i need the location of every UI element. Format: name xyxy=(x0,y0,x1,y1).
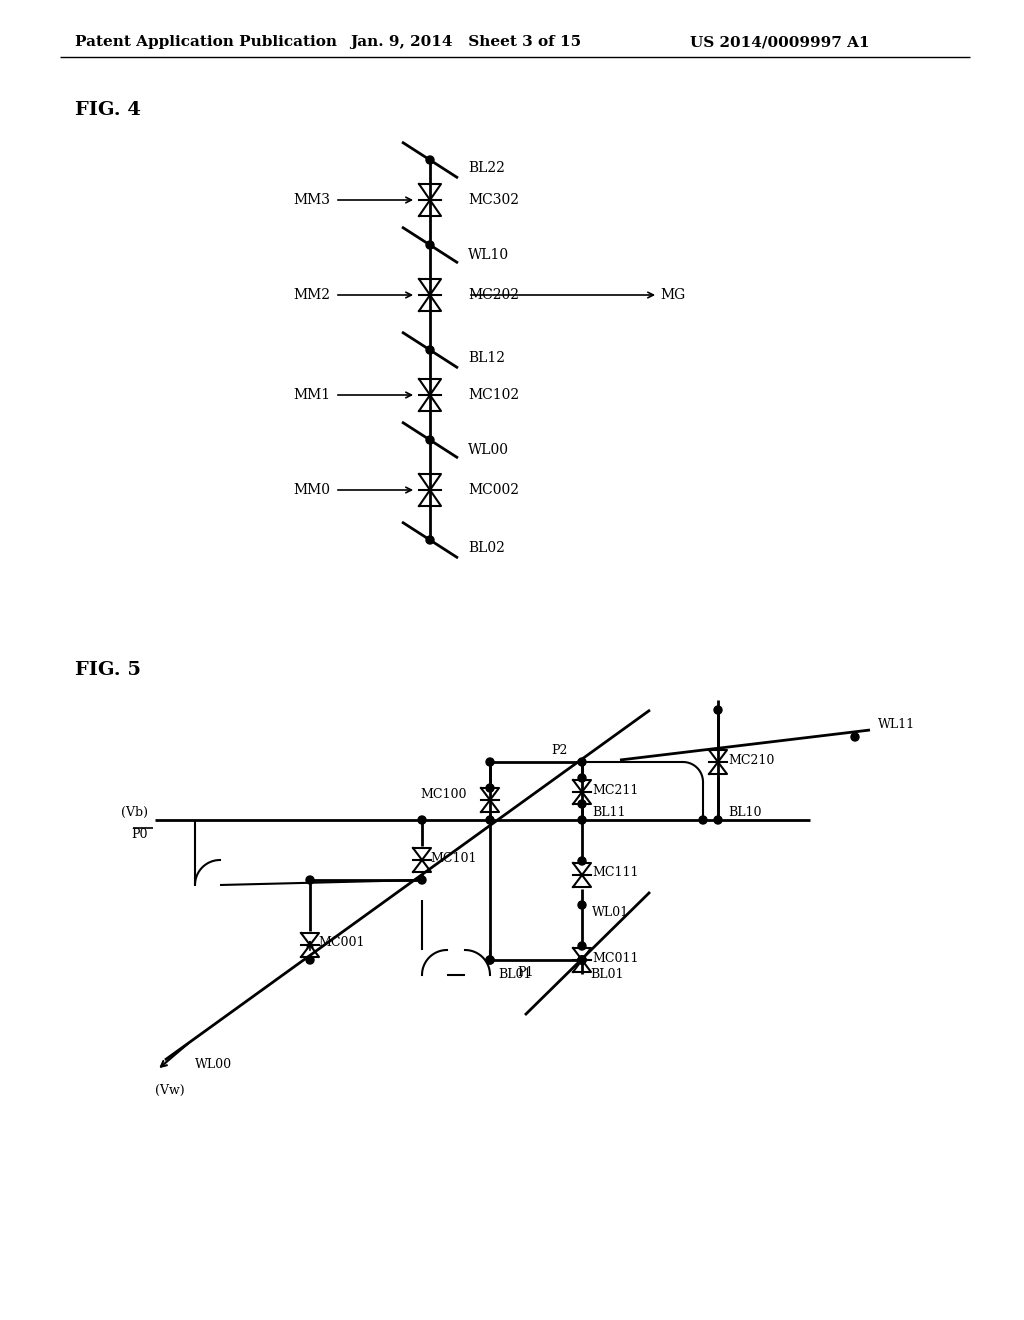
Text: P2: P2 xyxy=(551,743,567,756)
Text: MM0: MM0 xyxy=(293,483,330,498)
Circle shape xyxy=(714,706,722,714)
Text: MC011: MC011 xyxy=(592,952,639,965)
Circle shape xyxy=(851,733,859,741)
Text: BL11: BL11 xyxy=(592,805,626,818)
Circle shape xyxy=(486,758,494,766)
Text: BL01: BL01 xyxy=(590,969,624,982)
Text: FIG. 4: FIG. 4 xyxy=(75,102,141,119)
Circle shape xyxy=(426,156,434,164)
Circle shape xyxy=(578,774,586,781)
Circle shape xyxy=(306,956,314,964)
Circle shape xyxy=(426,436,434,444)
Text: MC100: MC100 xyxy=(420,788,467,801)
Text: BL02: BL02 xyxy=(468,541,505,554)
Text: MC302: MC302 xyxy=(468,193,519,207)
Text: WL01: WL01 xyxy=(592,906,629,919)
Circle shape xyxy=(426,242,434,249)
Text: MC111: MC111 xyxy=(592,866,639,879)
Text: P1: P1 xyxy=(518,965,535,978)
Text: MC002: MC002 xyxy=(468,483,519,498)
Text: MC210: MC210 xyxy=(728,754,774,767)
Text: MC211: MC211 xyxy=(592,784,638,796)
Text: MC102: MC102 xyxy=(468,388,519,403)
Circle shape xyxy=(714,816,722,824)
Circle shape xyxy=(486,956,494,964)
Text: MM2: MM2 xyxy=(293,288,330,302)
Circle shape xyxy=(306,876,314,884)
Text: BL22: BL22 xyxy=(468,161,505,176)
Text: MC001: MC001 xyxy=(318,936,365,949)
Text: Patent Application Publication: Patent Application Publication xyxy=(75,36,337,49)
Circle shape xyxy=(426,536,434,544)
Text: MM1: MM1 xyxy=(293,388,330,403)
Circle shape xyxy=(578,956,586,964)
Text: Jan. 9, 2014   Sheet 3 of 15: Jan. 9, 2014 Sheet 3 of 15 xyxy=(350,36,582,49)
Text: BL12: BL12 xyxy=(468,351,505,366)
Text: FIG. 5: FIG. 5 xyxy=(75,661,141,678)
Circle shape xyxy=(486,956,494,964)
Circle shape xyxy=(578,942,586,950)
Circle shape xyxy=(578,816,586,824)
Circle shape xyxy=(418,816,426,824)
Circle shape xyxy=(426,346,434,354)
Text: P0: P0 xyxy=(131,829,148,842)
Text: WL00: WL00 xyxy=(468,444,509,457)
Text: MM3: MM3 xyxy=(293,193,330,207)
Circle shape xyxy=(578,758,586,766)
Text: MC202: MC202 xyxy=(468,288,519,302)
Text: (Vw): (Vw) xyxy=(155,1084,184,1097)
Text: MG: MG xyxy=(660,288,685,302)
Text: (Vb): (Vb) xyxy=(121,805,148,818)
Circle shape xyxy=(418,876,426,884)
Text: US 2014/0009997 A1: US 2014/0009997 A1 xyxy=(690,36,869,49)
Circle shape xyxy=(486,784,494,792)
Text: BL10: BL10 xyxy=(728,805,762,818)
Circle shape xyxy=(486,816,494,824)
Circle shape xyxy=(578,956,586,964)
Circle shape xyxy=(699,816,707,824)
Text: WL00: WL00 xyxy=(195,1059,232,1072)
Text: MC101: MC101 xyxy=(430,851,476,865)
Circle shape xyxy=(578,857,586,865)
Text: BL01: BL01 xyxy=(498,969,531,982)
Circle shape xyxy=(578,902,586,909)
Circle shape xyxy=(578,956,586,964)
Text: WL10: WL10 xyxy=(468,248,509,261)
Text: WL11: WL11 xyxy=(878,718,915,731)
Circle shape xyxy=(578,800,586,808)
